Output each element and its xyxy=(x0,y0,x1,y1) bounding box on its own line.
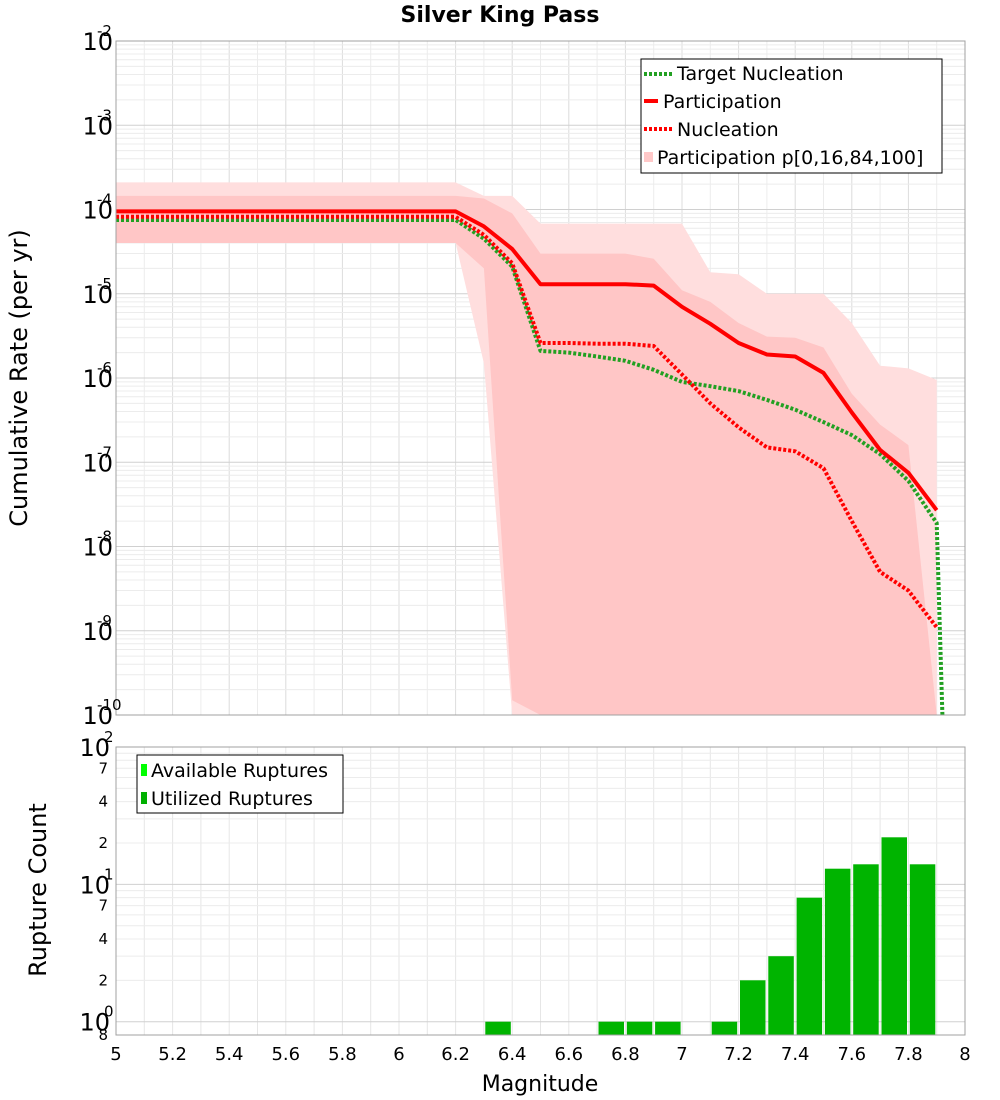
x-tick-label: 6.4 xyxy=(498,1044,527,1065)
top-bands xyxy=(116,182,937,715)
x-tick-label: 5.2 xyxy=(158,1044,187,1065)
x-tick-label: 6.2 xyxy=(441,1044,470,1065)
x-tick-label: 6.6 xyxy=(554,1044,583,1065)
bottom-y-tick-exponent: 1 xyxy=(104,865,114,883)
series-participation xyxy=(116,209,939,512)
x-tick-label: 6.8 xyxy=(611,1044,640,1065)
top-y-tick-exponent: -5 xyxy=(97,275,112,293)
top-y-tick-label: 10 xyxy=(82,618,113,646)
bottom-x-ticks: 5 5.2 5.4 5.6 5.8 6 6.2 6.4 6.6 6.8 7 7.2 7.4 7.6 7.8 8 xyxy=(110,1044,970,1065)
legend-label-nucleation: Nucleation xyxy=(677,119,779,141)
x-tick-label: 5 xyxy=(110,1044,121,1065)
top-y-tick-exponent: -4 xyxy=(97,191,112,209)
chart-title: Silver King Pass xyxy=(401,3,600,28)
bottom-y-minor-label: 4 xyxy=(98,930,108,948)
top-y-tick-label: 10 xyxy=(82,197,113,225)
bar xyxy=(655,1021,681,1035)
bottom-y-tick-label: 10 xyxy=(79,871,110,899)
legend-label-utilized-ruptures: Utilized Ruptures xyxy=(151,788,313,810)
bottom-y-minor-label: 2 xyxy=(98,834,108,852)
legend-label-target-nucleation: Target Nucleation xyxy=(676,63,844,85)
legend-label-participation: Participation xyxy=(663,91,782,113)
bar xyxy=(485,1021,511,1035)
top-y-tick-exponent: -10 xyxy=(97,696,122,714)
top-y-tick-exponent: -3 xyxy=(97,106,112,124)
top-plot-frame xyxy=(115,40,966,716)
bar xyxy=(796,897,823,1035)
x-tick-label: 7.6 xyxy=(837,1044,866,1065)
bottom-y-minor-label: 8 xyxy=(98,1026,108,1044)
x-axis-label: Magnitude xyxy=(482,1072,599,1097)
bottom-y-minor-label: 4 xyxy=(98,793,108,811)
x-tick-label: 5.4 xyxy=(215,1044,244,1065)
legend-label-participation-band: Participation p[0,16,84,100] xyxy=(657,147,923,169)
bottom-legend: Available Ruptures Utilized Ruptures xyxy=(136,754,344,814)
legend-label-available-ruptures: Available Ruptures xyxy=(151,760,328,782)
legend-swatch-available-ruptures xyxy=(141,764,147,776)
top-y-tick-label: 10 xyxy=(82,449,113,477)
top-y-tick-label: 10 xyxy=(82,365,113,393)
bottom-y-tick-label: 10 xyxy=(79,734,110,762)
bar xyxy=(598,1021,624,1035)
x-tick-label: 5.6 xyxy=(271,1044,300,1065)
x-tick-label: 7.4 xyxy=(781,1044,810,1065)
top-y-tick-label: 10 xyxy=(82,281,113,309)
top-y-tick-exponent: -9 xyxy=(97,612,112,630)
bottom-y-minor-label: 2 xyxy=(98,971,108,989)
bottom-plot-frame xyxy=(115,746,966,1036)
x-tick-label: 7.2 xyxy=(724,1044,753,1065)
x-tick-label: 7 xyxy=(676,1044,687,1065)
bar xyxy=(824,868,851,1035)
top-y-tick-exponent: -6 xyxy=(97,359,112,377)
series-nucleation xyxy=(116,214,939,629)
top-legend: Target Nucleation Participation Nucleati… xyxy=(640,58,943,174)
top-y-axis-label: Cumulative Rate (per yr) xyxy=(5,229,33,527)
bar xyxy=(881,837,907,1035)
top-y-tick-label: 10 xyxy=(82,112,113,140)
bottom-y-minor-label: 7 xyxy=(98,759,108,777)
bar xyxy=(740,980,766,1035)
top-y-tick-exponent: -7 xyxy=(97,443,112,461)
top-y-tick-exponent: -2 xyxy=(97,22,112,40)
band-p[16,84] xyxy=(116,195,937,715)
top-y-ticks: 10-210-310-410-510-610-710-810-910-10 xyxy=(82,22,121,730)
legend-swatch-utilized-ruptures xyxy=(141,792,147,804)
bottom-y-tick-exponent: 0 xyxy=(104,1003,114,1021)
bottom-bars xyxy=(485,837,936,1035)
top-lines xyxy=(116,209,945,716)
top-y-tick-label: 10 xyxy=(82,534,113,562)
bar xyxy=(909,864,936,1035)
x-tick-label: 5.8 xyxy=(328,1044,357,1065)
bottom-y-tick-exponent: 2 xyxy=(104,728,114,746)
bar xyxy=(853,864,879,1035)
bottom-y-minor-label: 7 xyxy=(98,897,108,915)
x-tick-label: 6 xyxy=(393,1044,404,1065)
legend-swatch-participation-band xyxy=(644,152,653,162)
bar xyxy=(768,956,794,1035)
bottom-y-axis-label: Rupture Count xyxy=(24,803,52,977)
x-tick-label: 7.8 xyxy=(894,1044,923,1065)
bottom-y-tick-label: 10 xyxy=(79,1009,110,1037)
top-y-tick-label: 10 xyxy=(82,28,113,56)
top-y-tick-exponent: -8 xyxy=(97,528,112,546)
bar xyxy=(711,1021,738,1035)
bottom-grid xyxy=(115,747,966,1035)
x-tick-label: 8 xyxy=(959,1044,970,1065)
bar xyxy=(626,1021,653,1035)
series-target-nucleation xyxy=(116,218,945,716)
top-y-tick-label: 10 xyxy=(82,702,113,730)
